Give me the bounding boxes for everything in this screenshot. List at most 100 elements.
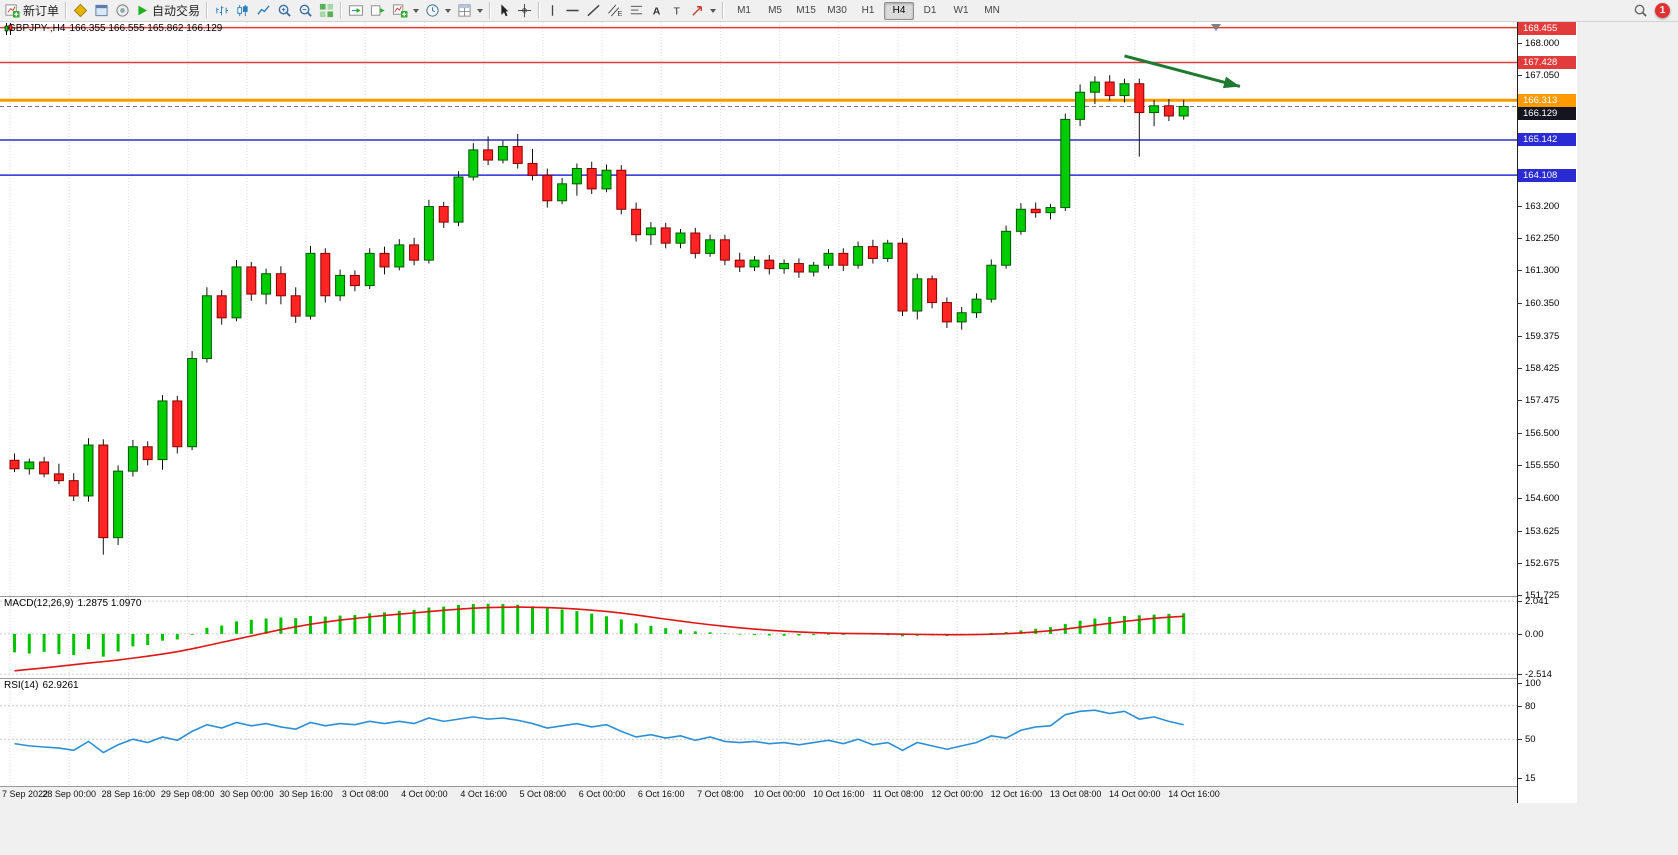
time-axis-label: 30 Sep 16:00 xyxy=(279,789,333,799)
auto-trading-label: 自动交易 xyxy=(152,4,201,18)
price-tick-label: 50 xyxy=(1525,734,1536,746)
data-window-button[interactable] xyxy=(91,1,112,21)
time-axis-label: 14 Oct 16:00 xyxy=(1168,789,1220,799)
scale-tickmark xyxy=(1518,739,1522,741)
timeframe-button-w1[interactable]: W1 xyxy=(953,4,969,16)
price-tick-label: 154.600 xyxy=(1525,492,1560,504)
plot-column: GBPJPY-,H4 166.355 166.555 165.862 166.1… xyxy=(0,22,1517,803)
timeframe-button-m30[interactable]: M30 xyxy=(827,4,847,16)
price-level-badge[interactable]: 166.313 xyxy=(1518,93,1576,107)
zoom-in-button[interactable] xyxy=(274,1,295,21)
price-tick-label: 157.475 xyxy=(1525,395,1560,407)
text-a-icon: A xyxy=(650,3,664,18)
chart-shift-button[interactable] xyxy=(367,1,389,21)
price-chart[interactable] xyxy=(0,22,1517,596)
scale-tickmark xyxy=(1518,205,1522,207)
rsi-pane[interactable]: RSI(14) 62.9261 xyxy=(0,679,1517,787)
horizontal-line-button[interactable] xyxy=(562,1,583,21)
periods-button[interactable] xyxy=(422,1,454,21)
line-chart-button[interactable] xyxy=(253,1,274,21)
text-button[interactable]: A xyxy=(647,1,667,21)
price-level-badge[interactable]: 168.455 xyxy=(1518,22,1576,35)
price-tick-label: 100 xyxy=(1525,678,1541,690)
arrow-annotation[interactable] xyxy=(1124,54,1241,89)
templates-button[interactable] xyxy=(454,1,486,21)
trendline-button[interactable] xyxy=(583,1,604,21)
chevron-down-icon xyxy=(710,8,717,13)
toolbar-separator xyxy=(489,2,492,19)
new-order-chart-icon xyxy=(5,3,20,18)
timeframe-button-m1[interactable]: M1 xyxy=(737,4,751,16)
search-icon xyxy=(1633,3,1648,18)
scale-tickmark xyxy=(1518,400,1522,402)
time-axis[interactable]: 7 Sep 2022 28 Sep 00:00 28 Sep 16:00 29 Sep… xyxy=(0,787,1517,803)
search-button[interactable] xyxy=(1630,1,1651,21)
time-axis-label: 12 Oct 00:00 xyxy=(931,789,983,799)
macd-chart[interactable] xyxy=(0,597,1517,678)
vertical-line-button[interactable] xyxy=(543,1,562,21)
time-axis-label: 4 Oct 16:00 xyxy=(460,789,507,799)
scale-tickmark xyxy=(1518,75,1522,77)
time-axis-label: 10 Oct 00:00 xyxy=(753,789,806,799)
timeframe-button-h1[interactable]: H1 xyxy=(861,4,875,16)
timeframe-button-m15[interactable]: M15 xyxy=(796,4,816,16)
price-tick-label: -2.514 xyxy=(1525,669,1552,681)
fibonacci-button[interactable] xyxy=(626,1,647,21)
templates-icon xyxy=(457,3,472,18)
cursor-button[interactable] xyxy=(494,1,514,21)
time-axis-label: 7 Oct 08:00 xyxy=(697,789,744,799)
price-pane[interactable]: GBPJPY-,H4 166.355 166.555 165.862 166.1… xyxy=(0,22,1517,597)
price-tick-label: 160.350 xyxy=(1525,297,1560,309)
price-tick-label: 161.300 xyxy=(1525,265,1560,277)
arrows-button[interactable] xyxy=(687,1,719,21)
macd-pane[interactable]: MACD(12,26,9) 1.2875 1.0970 xyxy=(0,597,1517,679)
timeframe-button-d1[interactable]: D1 xyxy=(923,4,937,16)
new-order-button[interactable]: 新订单 xyxy=(2,1,62,21)
price-level-badge[interactable]: 165.142 xyxy=(1518,133,1576,147)
price-level-badge[interactable]: 167.428 xyxy=(1518,55,1576,69)
strategy-tester-button[interactable] xyxy=(112,1,133,21)
scale-tickmark xyxy=(1518,238,1522,240)
tile-windows-button[interactable] xyxy=(316,1,337,21)
bar-chart-button[interactable] xyxy=(211,1,232,21)
text-label-button[interactable]: T xyxy=(667,1,687,21)
current-price-badge[interactable]: 166.129 xyxy=(1518,106,1576,120)
scale-tickmark xyxy=(1518,601,1522,603)
crosshair-icon xyxy=(517,3,532,18)
metaeditor-button[interactable] xyxy=(70,1,91,21)
time-axis-label: 6 Oct 00:00 xyxy=(578,789,626,799)
candles-series xyxy=(9,75,1189,555)
price-level-badge[interactable]: 164.108 xyxy=(1518,168,1576,182)
price-tick-label: 168.000 xyxy=(1525,38,1560,50)
time-axis-label: 4 Oct 00:00 xyxy=(401,789,448,799)
zoom-in-icon xyxy=(277,3,292,18)
zoom-out-button[interactable] xyxy=(295,1,316,21)
timeframe-button-m5[interactable]: M5 xyxy=(768,4,782,16)
chart-ohlc-header: GBPJPY-,H4 166.355 166.555 165.862 166.1… xyxy=(4,23,222,35)
vert​ical-line-icon xyxy=(546,3,559,18)
toolbar-separator xyxy=(206,2,209,19)
toolbar-separator xyxy=(722,2,725,19)
price-scale[interactable]: 168.000 167.050 163.200 162.250 161.300 160.3… xyxy=(1517,22,1577,803)
equidistant-channel-button[interactable]: E xyxy=(604,1,626,21)
notification-badge[interactable]: 1 xyxy=(1655,3,1670,18)
scale-tickmark xyxy=(1518,43,1522,45)
indicators-button[interactable] xyxy=(389,1,422,21)
time-axis-label: 3 Oct 08:00 xyxy=(341,789,389,799)
chart-shift-marker[interactable] xyxy=(1211,24,1221,31)
auto-scroll-button[interactable] xyxy=(345,1,367,21)
timeframe-button-mn[interactable]: MN xyxy=(984,4,1000,16)
timeframe-button-h4[interactable]: H4 xyxy=(884,1,915,20)
auto-trading-button[interactable]: 自动交易 xyxy=(133,1,203,21)
zoom-out-icon xyxy=(298,3,313,18)
price-tick-label: 15 xyxy=(1525,773,1536,785)
strategy-tester-icon xyxy=(115,3,130,18)
rsi-chart[interactable] xyxy=(0,679,1517,786)
scale-tickmark xyxy=(1518,705,1522,707)
horizontal-level-lines[interactable] xyxy=(0,26,1517,176)
svg-text:A: A xyxy=(653,5,661,17)
crosshair-button[interactable] xyxy=(514,1,535,21)
scale-tickmark xyxy=(1518,270,1522,272)
price-tick-label: 0.00 xyxy=(1525,628,1544,640)
candlestick-chart-button[interactable] xyxy=(232,1,253,21)
